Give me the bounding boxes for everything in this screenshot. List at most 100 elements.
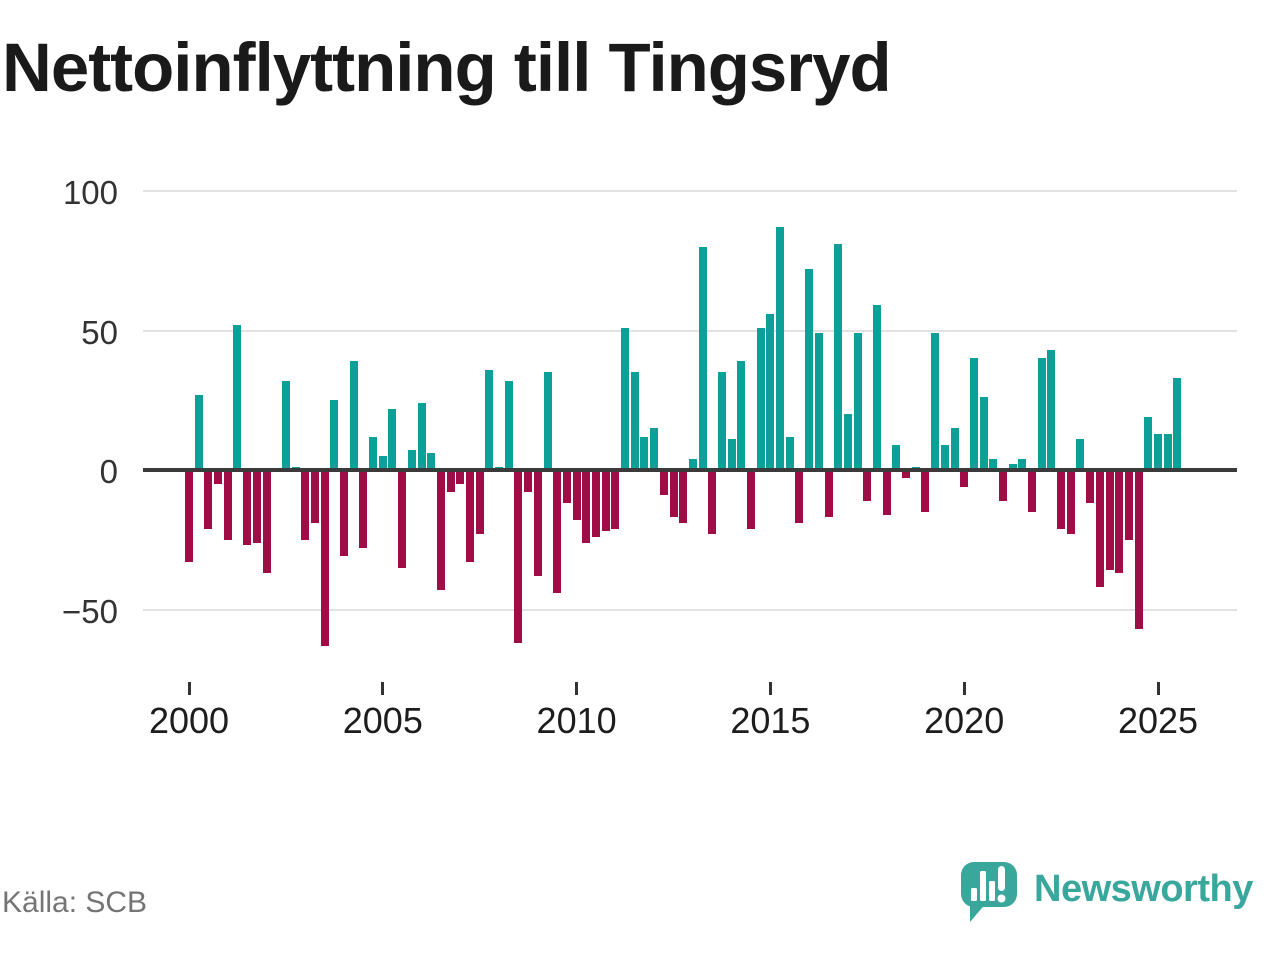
bar-2013-Q4 bbox=[717, 372, 726, 470]
bar-2004-Q2 bbox=[349, 361, 358, 470]
bar-2011-Q3 bbox=[630, 372, 639, 470]
bar-2016-Q3 bbox=[824, 470, 833, 518]
bar-2012-Q2 bbox=[659, 470, 668, 496]
y-tick-label: 50 bbox=[81, 313, 118, 351]
y-tick-label: 0 bbox=[99, 453, 118, 490]
bar-2016-Q4 bbox=[834, 244, 843, 470]
bar-2005-Q2 bbox=[388, 408, 397, 470]
bar-2003-Q4 bbox=[330, 400, 339, 470]
bar-2025-Q1 bbox=[1154, 433, 1162, 470]
bar-2015-Q1 bbox=[766, 313, 775, 470]
bar-2013-Q3 bbox=[708, 470, 717, 535]
bar-2010-Q1 bbox=[572, 470, 581, 521]
x-tick-mark-2010 bbox=[575, 682, 579, 695]
bar-2008-Q2 bbox=[504, 380, 513, 470]
x-tick-label: 2005 bbox=[342, 700, 423, 741]
x-tick-mark-2015 bbox=[768, 682, 772, 695]
bar-2007-Q3 bbox=[475, 470, 484, 535]
bar-2022-Q1 bbox=[1037, 358, 1046, 470]
bar-2016-Q1 bbox=[805, 269, 814, 470]
bar-2001-Q4 bbox=[252, 470, 261, 543]
bar-2006-Q4 bbox=[446, 470, 455, 493]
bar-2024-Q2 bbox=[1124, 470, 1133, 540]
y-tick-label: −50 bbox=[62, 592, 118, 630]
bar-2018-Q2 bbox=[892, 444, 901, 470]
bar-2018-Q3 bbox=[902, 470, 911, 479]
bar-2022-Q2 bbox=[1047, 350, 1056, 470]
bar-2020-Q3 bbox=[979, 397, 988, 470]
bar-2023-Q2 bbox=[1086, 470, 1095, 504]
x-tick-label: 2020 bbox=[924, 700, 1005, 741]
x-axis-zero-line bbox=[143, 468, 1237, 472]
bar-2011-Q2 bbox=[621, 327, 630, 470]
bar-2009-Q2 bbox=[543, 372, 552, 470]
bar-2023-Q4 bbox=[1105, 470, 1114, 571]
x-tick-label: 2015 bbox=[730, 700, 811, 741]
bar-2017-Q2 bbox=[853, 333, 862, 470]
bar-2010-Q2 bbox=[582, 470, 591, 543]
bar-2024-Q3 bbox=[1134, 470, 1143, 630]
bar-2002-Q3 bbox=[281, 380, 290, 470]
bar-2006-Q2 bbox=[427, 453, 436, 470]
bar-2022-Q3 bbox=[1057, 470, 1066, 529]
bar-2007-Q2 bbox=[466, 470, 474, 563]
bar-2024-Q1 bbox=[1115, 470, 1124, 574]
gridline-100 bbox=[143, 190, 1237, 192]
bar-2015-Q3 bbox=[785, 436, 794, 470]
bar-2020-Q1 bbox=[960, 470, 969, 487]
bar-2017-Q3 bbox=[863, 470, 872, 501]
bar-2007-Q1 bbox=[456, 470, 465, 484]
newsworthy-logo[interactable]: Newsworthy bbox=[961, 862, 1271, 924]
bar-2023-Q1 bbox=[1076, 439, 1085, 470]
x-tick-label: 2025 bbox=[1117, 700, 1199, 741]
bar-2013-Q2 bbox=[698, 246, 707, 470]
bar-2012-Q4 bbox=[679, 470, 688, 523]
bar-2014-Q4 bbox=[756, 327, 765, 470]
bar-2022-Q4 bbox=[1066, 470, 1075, 535]
source-note: Källa: SCB bbox=[2, 886, 148, 919]
bar-2020-Q4 bbox=[989, 458, 998, 470]
bar-2003-Q3 bbox=[320, 470, 329, 646]
bar-2003-Q2 bbox=[310, 470, 319, 523]
chart-title: Nettoinflyttning till Tingsryd bbox=[2, 29, 892, 106]
bar-2025-Q2 bbox=[1163, 433, 1172, 470]
x-tick-label: 2000 bbox=[148, 700, 230, 741]
bar-2009-Q1 bbox=[533, 470, 542, 577]
bar-2010-Q3 bbox=[591, 470, 600, 537]
bar-2004-Q4 bbox=[369, 436, 378, 470]
bar-2008-Q3 bbox=[514, 470, 523, 643]
bar-2005-Q3 bbox=[398, 470, 407, 568]
bar-2025-Q3 bbox=[1173, 377, 1182, 470]
bar-2012-Q3 bbox=[669, 470, 678, 518]
y-tick-label: 100 bbox=[62, 174, 118, 211]
bar-2009-Q3 bbox=[553, 470, 562, 593]
x-tick-label: 2010 bbox=[536, 700, 617, 741]
bar-chart-speech-bubble-icon bbox=[961, 862, 1017, 922]
bar-2014-Q2 bbox=[737, 361, 746, 470]
x-tick-mark-2025 bbox=[1156, 682, 1160, 695]
bar-2000-Q2 bbox=[194, 394, 203, 470]
bar-2006-Q1 bbox=[417, 403, 426, 470]
bar-2004-Q1 bbox=[340, 470, 349, 557]
bar-2006-Q3 bbox=[436, 470, 445, 590]
bar-2001-Q1 bbox=[223, 470, 232, 540]
bar-2000-Q1 bbox=[185, 470, 193, 563]
bar-2011-Q1 bbox=[611, 470, 620, 529]
bar-2023-Q3 bbox=[1095, 470, 1104, 588]
bar-2019-Q2 bbox=[931, 333, 940, 470]
bar-2019-Q1 bbox=[921, 470, 930, 512]
bar-2018-Q1 bbox=[882, 470, 891, 515]
bar-2010-Q4 bbox=[601, 470, 610, 532]
bar-2014-Q3 bbox=[747, 470, 756, 529]
bar-2001-Q3 bbox=[243, 470, 252, 546]
bar-2020-Q2 bbox=[969, 358, 978, 470]
bar-2015-Q2 bbox=[776, 227, 785, 470]
x-tick-mark-2000 bbox=[187, 682, 191, 695]
x-tick-mark-2020 bbox=[962, 682, 966, 695]
bar-2000-Q4 bbox=[214, 470, 223, 484]
bar-2013-Q1 bbox=[688, 458, 697, 470]
x-tick-mark-2005 bbox=[381, 682, 385, 695]
bar-2009-Q4 bbox=[562, 470, 571, 504]
bar-2019-Q4 bbox=[950, 428, 959, 470]
